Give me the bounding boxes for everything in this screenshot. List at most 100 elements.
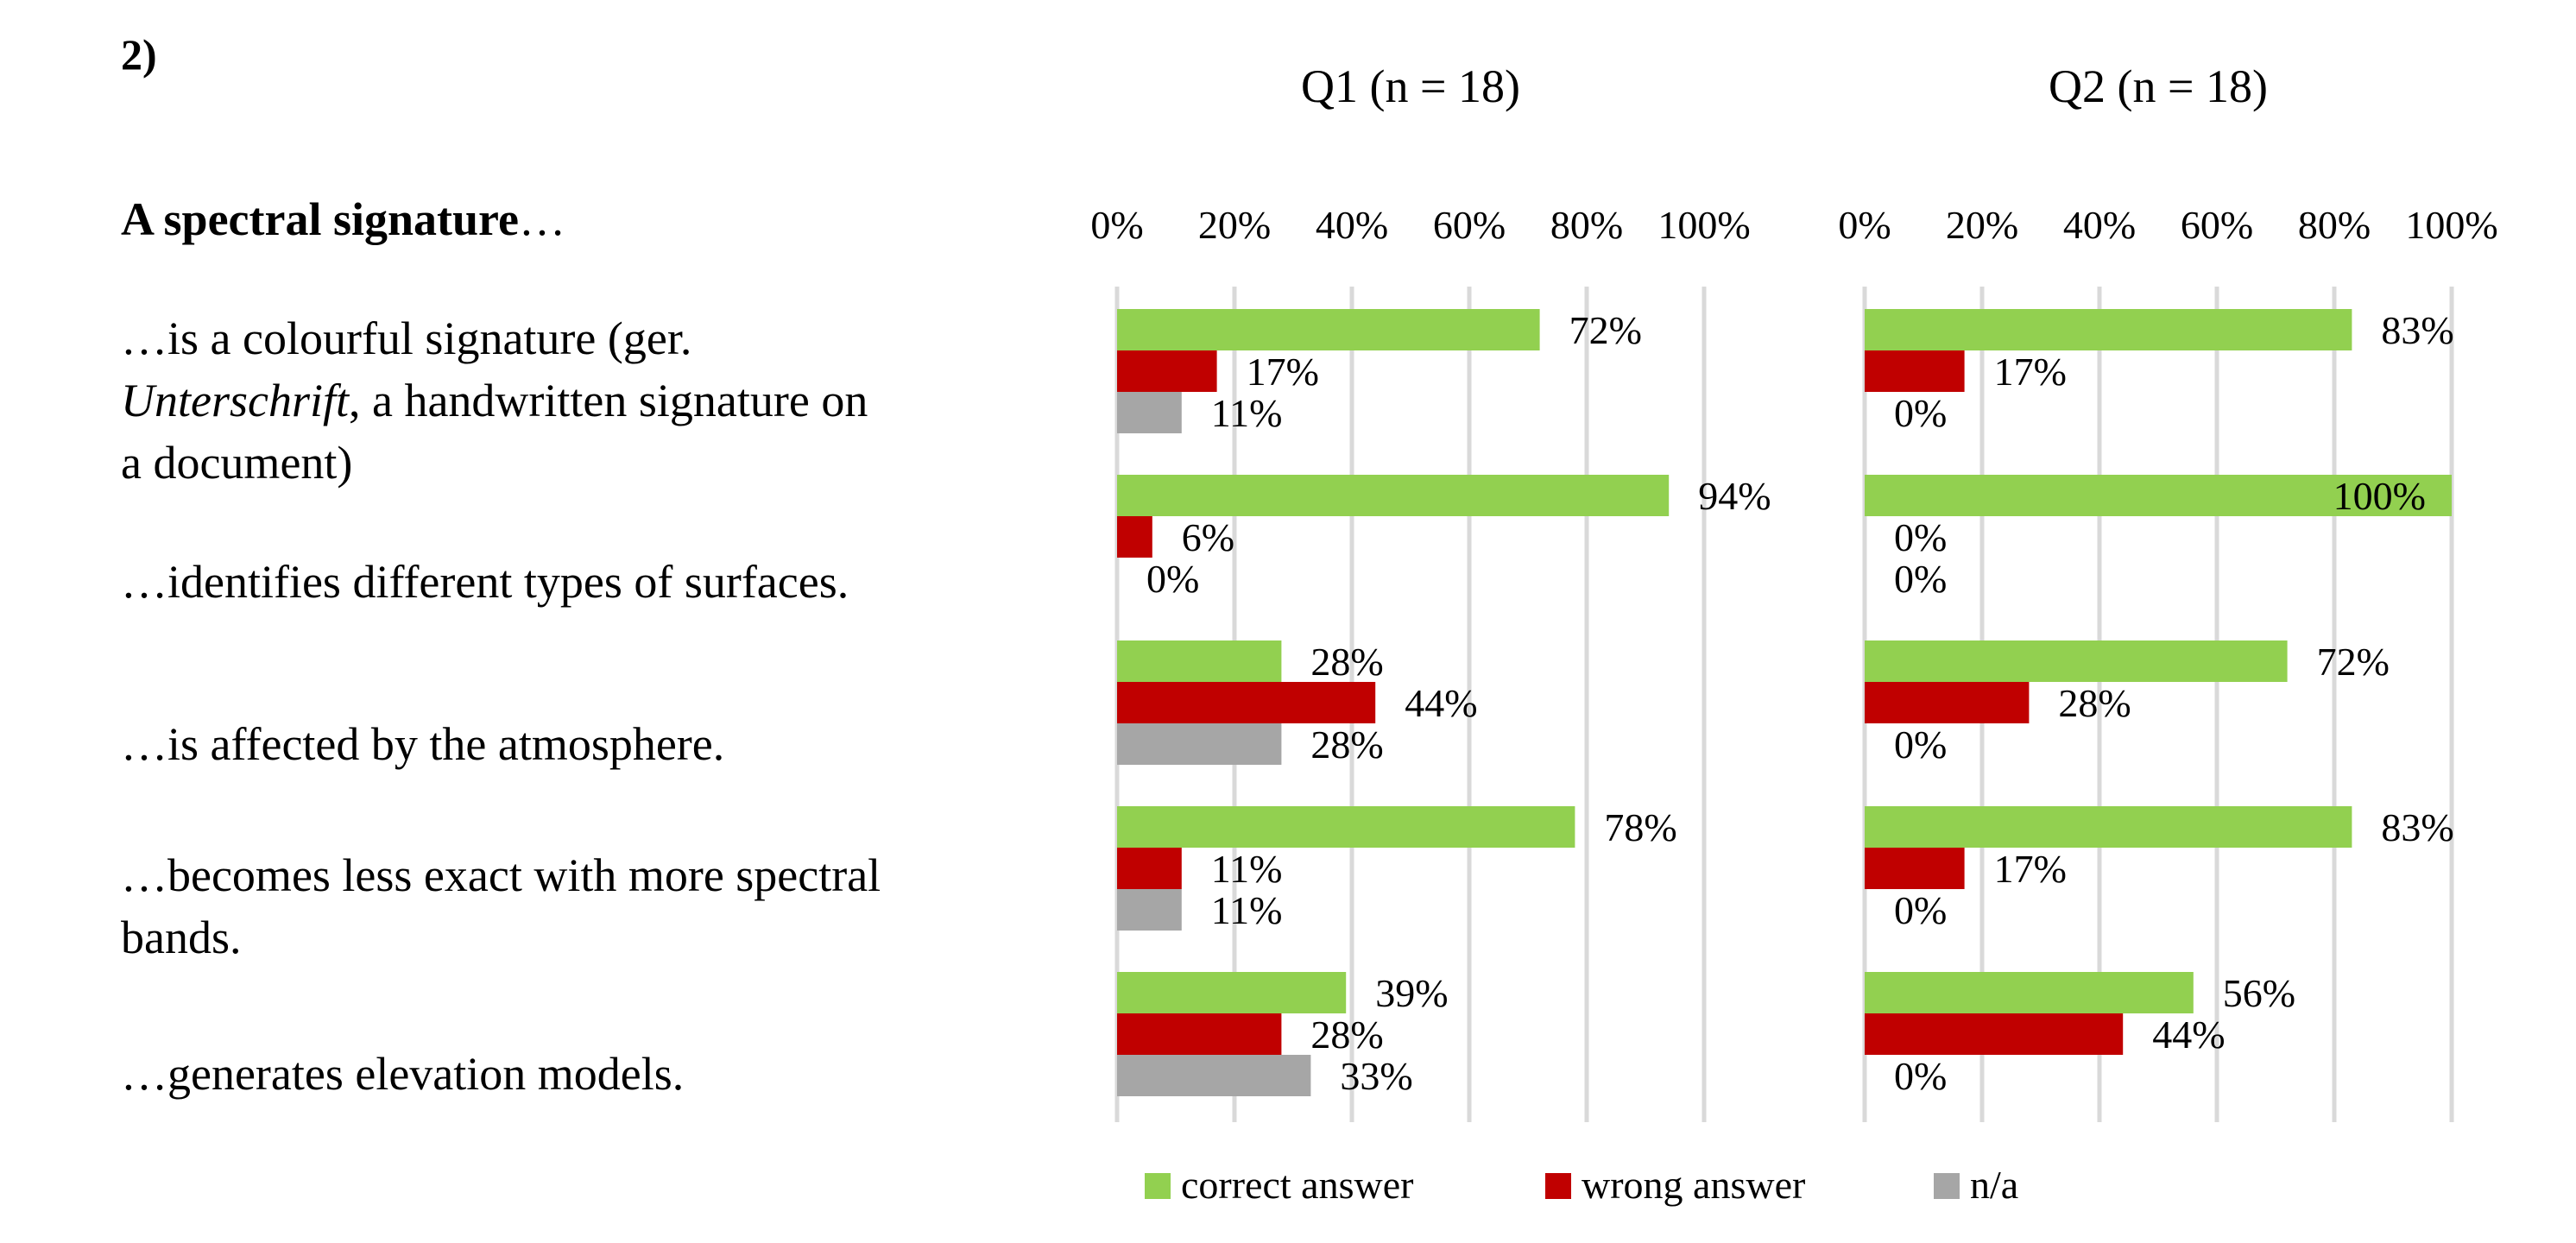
- bar-correct: [1117, 640, 1282, 682]
- category-label-segment: , a handwritten signature on: [349, 375, 868, 426]
- legend: correct answer wrong answer n/a: [1145, 1163, 2018, 1207]
- data-label: 28%: [1310, 722, 1383, 767]
- category-label: a document): [121, 437, 352, 489]
- bar-correct: [1865, 972, 2194, 1013]
- panel-title: Q2 (n = 18): [2049, 60, 2268, 112]
- bar-wrong: [1117, 682, 1376, 723]
- x-tick-label: 40%: [2063, 203, 2136, 247]
- x-tick-label: 0%: [1090, 203, 1143, 247]
- legend-item-na: n/a: [1934, 1163, 2018, 1207]
- data-label: 28%: [2058, 681, 2131, 725]
- chart-heading: A spectral signature…: [121, 193, 565, 245]
- data-label: 11%: [1211, 391, 1283, 435]
- data-label: 72%: [1569, 308, 1642, 352]
- data-label: 0%: [1894, 1054, 1947, 1098]
- heading-ellipsis: …: [519, 193, 565, 245]
- data-label: 78%: [1604, 805, 1676, 849]
- data-label: 17%: [1994, 847, 2067, 891]
- bar-correct: [1117, 309, 1540, 350]
- legend-label: n/a: [1970, 1163, 2018, 1207]
- bar-wrong: [1117, 516, 1152, 558]
- x-tick-label: 60%: [2181, 203, 2253, 247]
- bar-na: [1117, 392, 1182, 433]
- x-tick-label: 40%: [1316, 203, 1388, 247]
- data-label: 0%: [1894, 722, 1947, 767]
- category-label-segment: …identifies different types of surfaces.: [121, 556, 849, 608]
- data-label: 0%: [1894, 515, 1947, 559]
- bar-na: [1117, 1055, 1311, 1096]
- category-label: …is affected by the atmosphere.: [121, 718, 724, 770]
- bar-correct: [1865, 806, 2352, 848]
- category-label-segment: …generates elevation models.: [121, 1048, 684, 1100]
- bar-wrong: [1117, 350, 1217, 392]
- category-labels: …is a colourful signature (ger. Unterschr…: [121, 312, 881, 1100]
- figure-label: 2): [121, 30, 157, 79]
- data-label: 11%: [1211, 888, 1283, 932]
- x-tick-label: 20%: [1198, 203, 1271, 247]
- panels: Q1 (n = 18) 0% 20% 40% 60% 80% 100% 72% 94% 28% 78…: [1090, 60, 2498, 1122]
- legend-swatch: [1545, 1173, 1571, 1199]
- data-label: 83%: [2381, 805, 2453, 849]
- legend-item-correct: correct answer: [1145, 1163, 1413, 1207]
- data-label: 100%: [2333, 474, 2426, 518]
- data-label: 0%: [1894, 391, 1947, 435]
- bar-wrong: [1865, 848, 1965, 889]
- category-label: …is a colourful signature (ger.: [121, 312, 691, 364]
- bar-wrong: [1117, 1013, 1282, 1055]
- category-label: …becomes less exact with more spectral: [121, 849, 881, 901]
- chart-panel: Q1 (n = 18) 0% 20% 40% 60% 80% 100% 72% 94% 28% 78…: [1090, 60, 1771, 1122]
- data-label: 83%: [2381, 308, 2453, 352]
- x-tick-label: 100%: [1657, 203, 1750, 247]
- category-label-segment: …is a colourful signature (ger.: [121, 312, 691, 364]
- data-label: 33%: [1340, 1054, 1412, 1098]
- category-label: Unterschrift, a handwritten signature on: [121, 375, 868, 426]
- bar-wrong: [1117, 848, 1182, 889]
- bar-correct: [1117, 475, 1670, 516]
- data-label: 72%: [2317, 640, 2390, 684]
- bar-correct: [1117, 972, 1347, 1013]
- data-label: 17%: [1994, 350, 2067, 394]
- bar-correct: [1117, 806, 1575, 848]
- data-label: 0%: [1894, 888, 1947, 932]
- data-label: 11%: [1211, 847, 1283, 891]
- bar-correct: [1865, 475, 2452, 516]
- bar-correct: [1865, 640, 2288, 682]
- data-label: 28%: [1310, 640, 1383, 684]
- data-label: 0%: [1146, 557, 1199, 601]
- category-label-segment: …is affected by the atmosphere.: [121, 718, 724, 770]
- legend-label: wrong answer: [1582, 1163, 1805, 1207]
- legend-label: correct answer: [1181, 1163, 1413, 1207]
- data-label: 0%: [1894, 557, 1947, 601]
- bar-wrong: [1865, 1013, 2124, 1055]
- bar-wrong: [1865, 682, 2030, 723]
- data-label: 28%: [1310, 1013, 1383, 1057]
- category-label-segment: a document): [121, 437, 352, 489]
- category-label: …identifies different types of surfaces.: [121, 556, 849, 608]
- category-label: …generates elevation models.: [121, 1048, 684, 1100]
- data-label: 56%: [2223, 971, 2295, 1015]
- data-label: 44%: [2152, 1013, 2225, 1057]
- x-tick-label: 80%: [2298, 203, 2371, 247]
- x-tick-label: 100%: [2405, 203, 2497, 247]
- category-label: bands.: [121, 912, 241, 963]
- category-label-segment: …becomes less exact with more spectral: [121, 849, 881, 901]
- x-tick-label: 60%: [1433, 203, 1506, 247]
- bar-na: [1117, 889, 1182, 931]
- data-label: 39%: [1375, 971, 1448, 1015]
- data-label: 94%: [1698, 474, 1771, 518]
- legend-item-wrong: wrong answer: [1545, 1163, 1805, 1207]
- x-tick-label: 0%: [1838, 203, 1891, 247]
- data-label: 44%: [1405, 681, 1477, 725]
- legend-swatch: [1145, 1173, 1171, 1199]
- data-label: 6%: [1182, 515, 1234, 559]
- data-label: 17%: [1247, 350, 1319, 394]
- category-label-segment: Unterschrift: [121, 375, 350, 426]
- bar-na: [1117, 723, 1282, 765]
- chart-panel: Q2 (n = 18) 0% 20% 40% 60% 80% 100% 83% 100% 72% 8…: [1838, 60, 2498, 1122]
- category-label-segment: bands.: [121, 912, 241, 963]
- heading-text: A spectral signature: [121, 193, 519, 245]
- x-tick-label: 20%: [1946, 203, 2018, 247]
- panel-title: Q1 (n = 18): [1301, 60, 1520, 112]
- bar-correct: [1865, 309, 2352, 350]
